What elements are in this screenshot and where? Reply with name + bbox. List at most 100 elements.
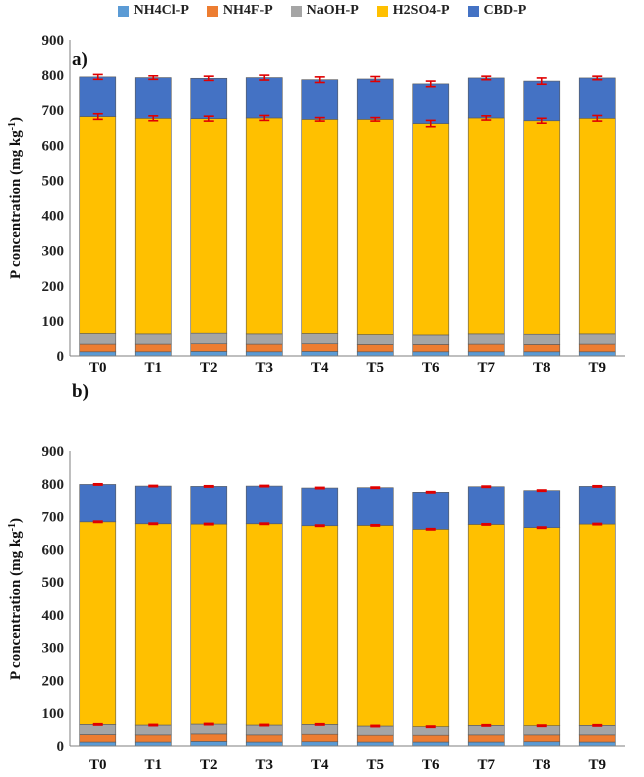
y-tick-label: 700 — [42, 510, 65, 526]
y-tick-label: 800 — [42, 68, 65, 84]
error-bar — [481, 723, 492, 727]
error-bar — [259, 74, 270, 81]
chart-panel-b: b) 0 100 200 300 400 500 600 700 800 900 P concentr… — [7, 381, 625, 773]
bar-segment-cbd-p — [578, 77, 616, 119]
bar-segment-naoh-p — [79, 333, 117, 345]
bar-segment-nh4f-p — [301, 733, 339, 743]
bar-segment-nh4f-p — [523, 734, 561, 743]
error-bar — [370, 523, 381, 527]
bar-segment-naoh-p — [523, 333, 561, 345]
bar-segment-nh4cl-p — [245, 741, 283, 747]
y-tick-label: 500 — [42, 575, 65, 591]
x-tick-label: T7 — [477, 360, 495, 376]
y-tick-label: 300 — [42, 641, 65, 657]
bar-segment-naoh-p — [245, 724, 283, 736]
y-tick-label: 500 — [42, 173, 65, 189]
error-bar — [425, 527, 436, 531]
error-bar — [536, 489, 547, 493]
bar-segment-cbd-p — [134, 77, 172, 119]
error-bar — [92, 520, 103, 524]
bar-segment-nh4cl-p — [356, 741, 394, 747]
error-bar — [148, 723, 159, 727]
error-bar — [370, 724, 381, 728]
bar-segment-cbd-p — [190, 77, 228, 119]
error-bar — [314, 486, 325, 490]
bar-segment-h2so4-p — [356, 119, 394, 335]
bar-segment-nh4f-p — [79, 734, 117, 743]
legend-swatch — [117, 5, 129, 17]
bar-segment-nh4f-p — [79, 343, 117, 353]
error-bar — [259, 522, 270, 526]
error-bar — [592, 75, 603, 81]
bar-segment-h2so4-p — [301, 525, 339, 725]
y-tick-label: 700 — [42, 103, 65, 119]
bar-segment-nh4cl-p — [467, 351, 505, 357]
bar-segment-nh4f-p — [578, 343, 616, 353]
x-tick-label: T4 — [311, 757, 329, 773]
bar-segment-nh4cl-p — [467, 741, 505, 747]
x-tick-label: T2 — [200, 360, 218, 376]
legend-swatch — [290, 5, 302, 17]
error-bar — [148, 484, 159, 488]
bar-segment-h2so4-p — [578, 523, 616, 726]
error-bar — [203, 75, 214, 82]
error-bar — [92, 73, 103, 81]
y-tick-label: 600 — [42, 138, 65, 154]
y-tick-label: 200 — [42, 673, 65, 689]
bar-segment-nh4cl-p — [356, 351, 394, 357]
x-tick-label: T1 — [144, 360, 162, 376]
y-axis-label-sup: -1 — [7, 523, 18, 531]
bar-segment-nh4cl-p — [301, 741, 339, 747]
bar-segment-cbd-p — [523, 490, 561, 528]
y-axis-label-main: P concentration (mg kg — [8, 130, 24, 279]
error-bar — [370, 75, 381, 83]
bar-segment-naoh-p — [467, 333, 505, 345]
bar-segment-cbd-p — [245, 77, 283, 119]
bar-segment-nh4f-p — [412, 344, 450, 353]
bar-segment-naoh-p — [134, 333, 172, 345]
bar-segment-nh4cl-p — [190, 351, 228, 357]
error-bar — [592, 114, 603, 122]
y-axis-label-sup: -1 — [7, 122, 18, 130]
bar-segment-h2so4-p — [523, 120, 561, 335]
y-tick-label: 100 — [42, 314, 65, 330]
x-tick-label: T9 — [588, 757, 606, 773]
legend-swatch — [467, 5, 479, 17]
y-axis-label-end: ) — [8, 117, 24, 122]
bar-segment-nh4f-p — [412, 734, 450, 743]
x-tick-label: T2 — [200, 757, 218, 773]
x-tick-label: T6 — [422, 360, 440, 376]
error-bar — [536, 117, 547, 125]
bar-segment-cbd-p — [412, 492, 450, 530]
x-tick-label: T9 — [588, 360, 606, 376]
legend-label: NH4F-P — [222, 3, 273, 18]
bar-segment-nh4f-p — [245, 734, 283, 743]
bar-segment-cbd-p — [578, 486, 616, 525]
bar-segment-naoh-p — [356, 334, 394, 345]
error-bar — [148, 115, 159, 122]
x-tick-label: T5 — [366, 757, 384, 773]
y-tick-label: 400 — [42, 209, 65, 225]
error-bar — [425, 725, 436, 729]
bar-segment-nh4f-p — [356, 344, 394, 353]
legend-label: CBD-P — [483, 3, 527, 18]
error-bar — [481, 115, 492, 121]
bar-segment-h2so4-p — [356, 525, 394, 727]
bar-segment-cbd-p — [134, 485, 172, 525]
bar-segment-nh4f-p — [578, 734, 616, 743]
error-bar — [92, 722, 103, 726]
bar-segment-cbd-p — [412, 83, 450, 124]
error-bar — [592, 522, 603, 526]
bar-segment-h2so4-p — [412, 529, 450, 727]
bar-segment-nh4f-p — [467, 343, 505, 353]
error-bar — [536, 724, 547, 728]
y-tick-label: 900 — [42, 33, 65, 49]
y-tick-label: 100 — [42, 706, 65, 722]
bar-segment-naoh-p — [245, 333, 283, 345]
error-bar — [92, 482, 103, 486]
bar-segment-cbd-p — [79, 76, 117, 117]
error-bar — [536, 526, 547, 530]
y-tick-label: 400 — [42, 608, 65, 624]
bar-segment-cbd-p — [467, 486, 505, 525]
bar-segment-nh4cl-p — [301, 351, 339, 357]
